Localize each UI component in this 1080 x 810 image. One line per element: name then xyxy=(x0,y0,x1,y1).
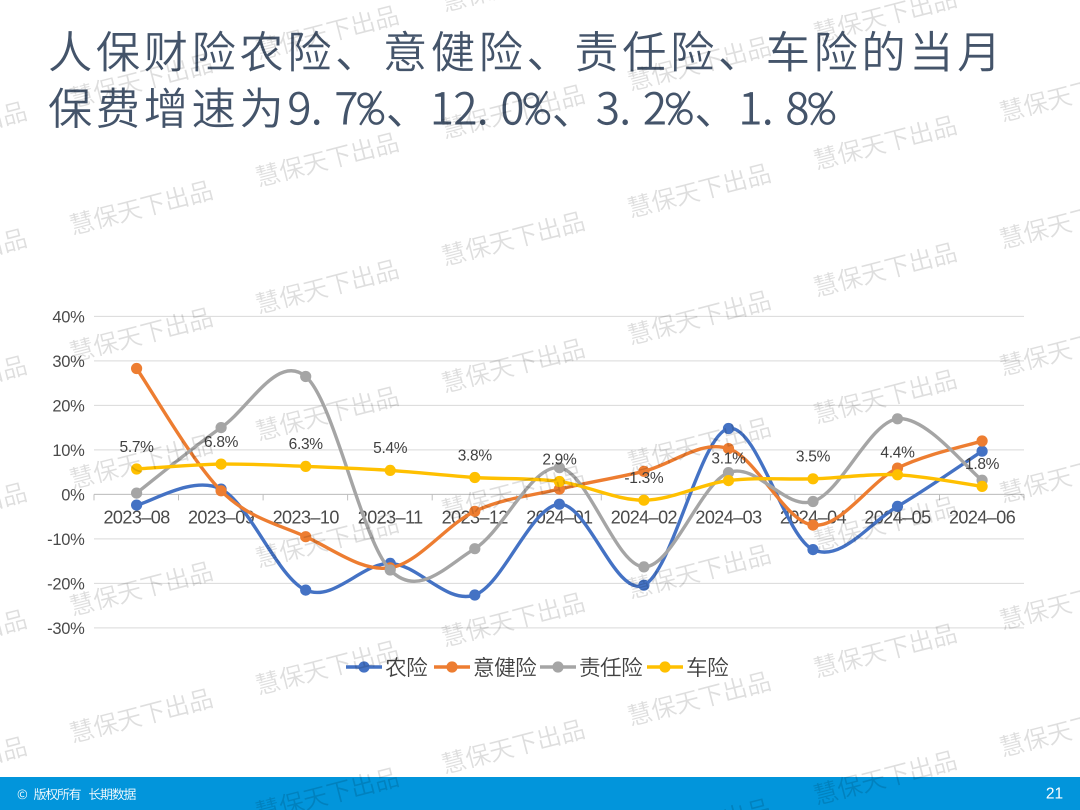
svg-text:4.4%: 4.4% xyxy=(880,445,915,462)
svg-text:0%: 0% xyxy=(61,486,85,504)
svg-text:20%: 20% xyxy=(52,397,85,415)
svg-text:-20%: -20% xyxy=(47,575,85,593)
svg-text:2023–09: 2023–09 xyxy=(188,508,255,528)
svg-text:2024–03: 2024–03 xyxy=(695,508,762,528)
svg-text:40%: 40% xyxy=(52,308,85,326)
svg-text:30%: 30% xyxy=(52,353,85,371)
svg-text:1.8%: 1.8% xyxy=(965,456,1000,473)
svg-text:2023–10: 2023–10 xyxy=(273,508,340,528)
svg-text:2.9%: 2.9% xyxy=(542,451,577,468)
svg-text:-30%: -30% xyxy=(47,620,85,638)
svg-text:2024–02: 2024–02 xyxy=(611,508,678,528)
svg-text:2023–08: 2023–08 xyxy=(103,508,170,528)
svg-text:-1.3%: -1.3% xyxy=(624,470,664,487)
svg-text:10%: 10% xyxy=(52,442,85,460)
svg-text:3.1%: 3.1% xyxy=(711,450,746,467)
svg-text:3.5%: 3.5% xyxy=(796,449,831,466)
svg-text:6.8%: 6.8% xyxy=(204,434,239,451)
svg-text:21: 21 xyxy=(1046,786,1063,803)
svg-text:5.4%: 5.4% xyxy=(373,440,408,457)
svg-text:6.3%: 6.3% xyxy=(289,436,324,453)
svg-text:3.8%: 3.8% xyxy=(458,447,493,464)
svg-text:2024–06: 2024–06 xyxy=(949,508,1016,528)
svg-text:-10%: -10% xyxy=(47,531,85,549)
svg-text:5.7%: 5.7% xyxy=(120,439,155,456)
